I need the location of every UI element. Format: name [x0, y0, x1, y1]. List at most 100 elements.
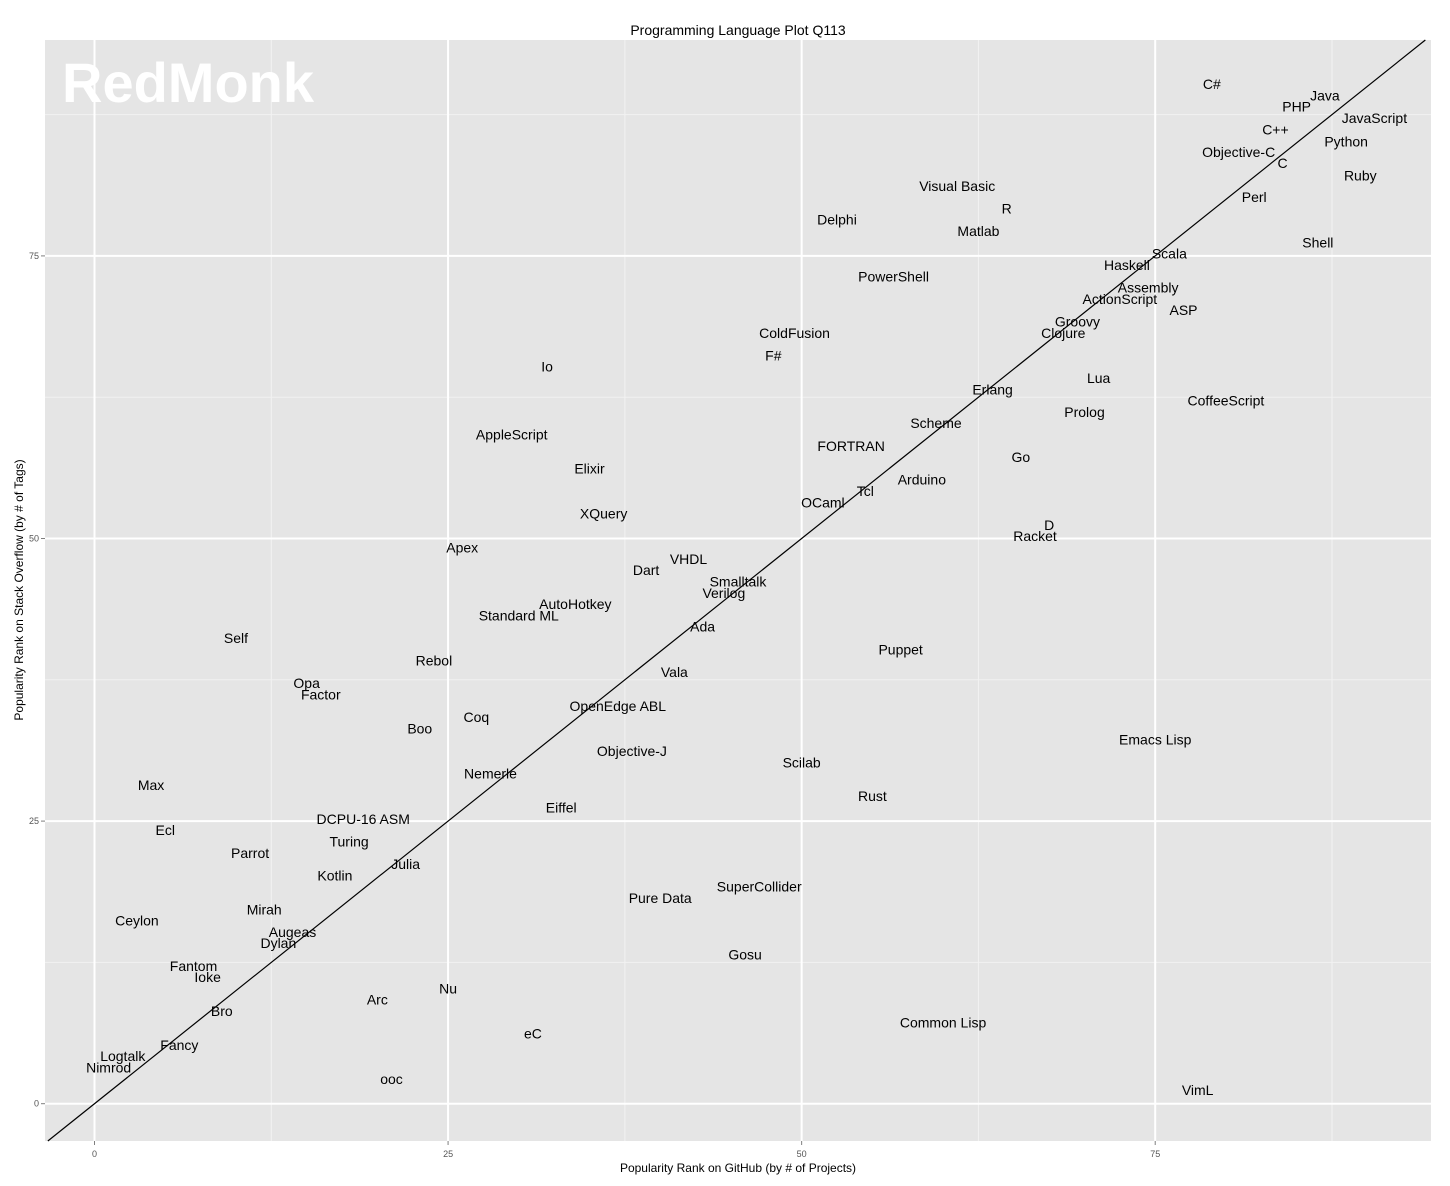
- y-tick-label: 25: [29, 816, 39, 826]
- point-label: Ioke: [194, 969, 221, 985]
- point-label: OpenEdge ABL: [570, 698, 667, 714]
- point-label: Perl: [1242, 189, 1267, 205]
- point-label: PowerShell: [858, 268, 929, 284]
- point-label: Python: [1324, 134, 1368, 150]
- point-label: Dart: [633, 562, 660, 578]
- point-label: ActionScript: [1083, 291, 1158, 307]
- point-label: Dylan: [260, 935, 296, 951]
- point-label: Haskell: [1104, 257, 1150, 273]
- x-tick-label: 25: [443, 1149, 453, 1159]
- point-label: Nimrod: [86, 1060, 131, 1076]
- point-label: Boo: [407, 720, 432, 736]
- point-label: Scheme: [910, 415, 962, 431]
- point-label: Verilog: [702, 585, 745, 601]
- point-label: Io: [541, 359, 553, 375]
- point-label: OCaml: [801, 494, 845, 510]
- point-label: Max: [138, 777, 164, 793]
- point-label: XQuery: [580, 506, 627, 522]
- point-label: eC: [524, 1026, 542, 1042]
- point-label: D: [1044, 517, 1054, 533]
- reference-line: [47, 39, 1426, 1142]
- point-label: Apex: [446, 540, 478, 556]
- x-tick-label: 75: [1150, 1149, 1160, 1159]
- point-label: Clojure: [1041, 325, 1086, 341]
- point-label: F#: [765, 347, 782, 363]
- point-label: Augeas: [269, 924, 316, 940]
- point-label: SuperCollider: [717, 879, 802, 895]
- point-label: JavaScript: [1342, 110, 1407, 126]
- point-label: AppleScript: [476, 427, 548, 443]
- point-label: PHP: [1282, 99, 1311, 115]
- point-label: VimL: [1182, 1082, 1214, 1098]
- point-label: Mirah: [247, 901, 282, 917]
- point-label: Delphi: [817, 212, 857, 228]
- point-label: C#: [1203, 76, 1221, 92]
- point-label: Logtalk: [100, 1048, 146, 1064]
- point-label: Rust: [858, 788, 887, 804]
- point-label: Coq: [464, 709, 490, 725]
- point-label: Assembly: [1118, 280, 1179, 296]
- x-tick-label: 50: [797, 1149, 807, 1159]
- point-label: Shell: [1302, 234, 1333, 250]
- point-label: ASP: [1169, 302, 1197, 318]
- point-label: Nu: [439, 980, 457, 996]
- point-label: Standard ML: [479, 607, 559, 623]
- point-label: Objective-C: [1202, 144, 1275, 160]
- point-label: AutoHotkey: [539, 596, 611, 612]
- point-label: Common Lisp: [900, 1014, 987, 1030]
- point-label: Arc: [367, 992, 388, 1008]
- watermark-logo: RedMonk: [62, 51, 315, 114]
- point-label: C++: [1262, 121, 1288, 137]
- point-label: Ruby: [1344, 168, 1377, 184]
- point-label: Parrot: [231, 845, 269, 861]
- point-label: Factor: [301, 686, 341, 702]
- x-axis-title: Popularity Rank on GitHub (by # of Proje…: [620, 1161, 856, 1175]
- point-label: Scala: [1152, 246, 1187, 262]
- point-label: Smalltalk: [710, 573, 768, 589]
- point-label: Nemerle: [464, 766, 517, 782]
- point-label: Ada: [690, 619, 715, 635]
- point-label: Groovy: [1055, 313, 1100, 329]
- point-label: Opa: [293, 675, 320, 691]
- point-label: VHDL: [670, 551, 708, 567]
- point-label: Prolog: [1064, 404, 1104, 420]
- point-label: ooc: [380, 1071, 403, 1087]
- point-label: Objective-J: [597, 743, 667, 759]
- point-label: Ecl: [155, 822, 174, 838]
- point-label: Bro: [211, 1003, 233, 1019]
- point-label: DCPU-16 ASM: [317, 811, 410, 827]
- point-label: Go: [1012, 449, 1031, 465]
- axis-ticks: 0 25 50 75 0 25 50 75: [29, 251, 1160, 1159]
- plot-panel: [45, 40, 1431, 1141]
- point-label: Lua: [1087, 370, 1111, 386]
- point-label: Rebol: [416, 653, 453, 669]
- point-label: Kotlin: [317, 867, 352, 883]
- y-tick-label: 75: [29, 251, 39, 261]
- point-label: Emacs Lisp: [1119, 732, 1192, 748]
- point-label: Ceylon: [115, 913, 159, 929]
- chart-title: Programming Language Plot Q113: [630, 22, 846, 38]
- y-axis-title: Popularity Rank on Stack Overflow (by # …: [12, 459, 26, 720]
- point-label: Racket: [1013, 528, 1057, 544]
- point-label: Java: [1310, 87, 1340, 103]
- point-label: Pure Data: [629, 890, 692, 906]
- point-label: FORTRAN: [817, 438, 884, 454]
- point-label: Elixir: [574, 460, 605, 476]
- point-label: R: [1002, 200, 1012, 216]
- point-label: Erlang: [972, 381, 1012, 397]
- point-label: C: [1277, 155, 1287, 171]
- point-label: Scilab: [783, 754, 821, 770]
- reference-line-layer: [47, 39, 1426, 1142]
- point-labels: C#JavaPHPJavaScriptC++PythonObjective-CC…: [86, 76, 1407, 1098]
- point-label: Julia: [391, 856, 420, 872]
- point-label: Vala: [661, 664, 688, 680]
- y-tick-label: 0: [34, 1099, 39, 1109]
- x-tick-label: 0: [92, 1149, 97, 1159]
- point-label: Turing: [329, 833, 368, 849]
- point-label: ColdFusion: [759, 325, 830, 341]
- point-label: Fantom: [170, 958, 217, 974]
- point-label: CoffeeScript: [1188, 393, 1265, 409]
- y-tick-label: 50: [29, 534, 39, 544]
- point-label: Puppet: [878, 641, 922, 657]
